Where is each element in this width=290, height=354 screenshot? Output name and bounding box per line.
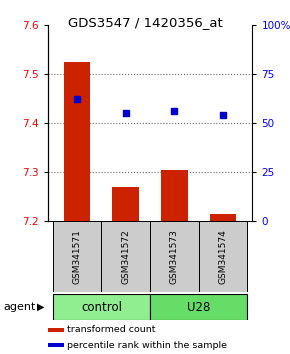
Text: U28: U28: [187, 301, 211, 314]
Text: GSM341572: GSM341572: [121, 229, 130, 284]
Text: percentile rank within the sample: percentile rank within the sample: [67, 341, 227, 350]
Text: GSM341574: GSM341574: [219, 229, 228, 284]
Text: control: control: [81, 301, 122, 314]
Point: [221, 112, 225, 118]
Text: GDS3547 / 1420356_at: GDS3547 / 1420356_at: [68, 16, 222, 29]
Text: transformed count: transformed count: [67, 325, 155, 334]
Bar: [161, 170, 188, 221]
Bar: [199, 221, 247, 292]
Bar: [150, 221, 199, 292]
Text: agent: agent: [3, 302, 35, 312]
Point: [75, 97, 79, 102]
Bar: [150, 294, 247, 320]
Point: [172, 108, 177, 114]
Text: ▶: ▶: [37, 302, 45, 312]
Text: GSM341571: GSM341571: [72, 229, 81, 284]
Bar: [53, 294, 150, 320]
Bar: [53, 221, 102, 292]
Bar: [48, 328, 64, 332]
Bar: [102, 221, 150, 292]
Point: [124, 110, 128, 116]
Bar: [48, 343, 64, 347]
Text: GSM341573: GSM341573: [170, 229, 179, 284]
Bar: [210, 214, 236, 221]
Bar: [112, 187, 139, 221]
Bar: [64, 62, 90, 221]
